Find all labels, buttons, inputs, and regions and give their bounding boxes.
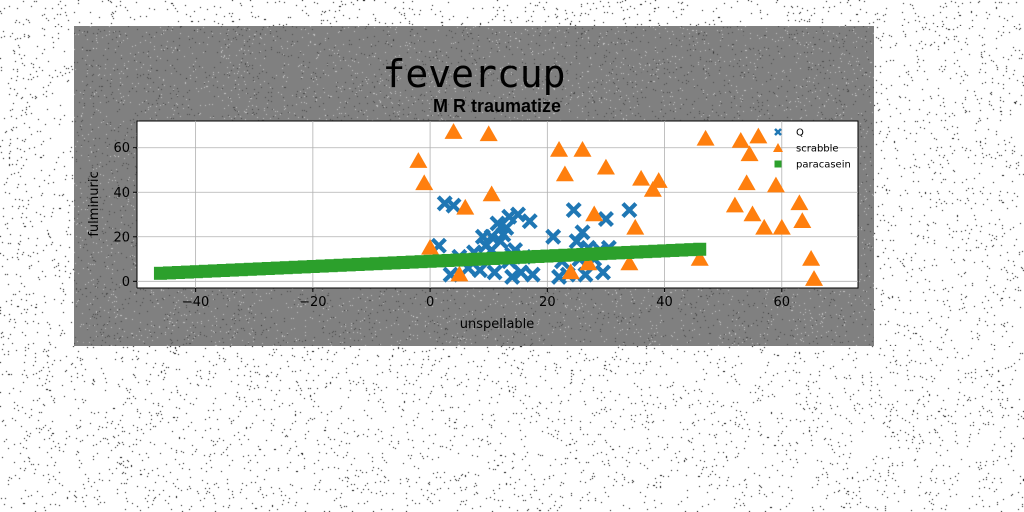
data-point-triangle	[444, 123, 463, 139]
chart-title: M R traumatize	[433, 96, 561, 116]
data-point-triangle	[585, 205, 604, 222]
data-point-triangle	[561, 263, 580, 280]
data-point-x	[471, 262, 488, 279]
data-point-x	[597, 210, 614, 227]
data-point-triangle	[649, 172, 668, 188]
data-point-triangle	[725, 196, 744, 213]
data-point-triangle	[579, 254, 598, 271]
data-point-x	[595, 264, 611, 281]
data-point-triangle	[740, 145, 759, 162]
data-point-triangle	[482, 185, 501, 202]
series-paracasein	[153, 242, 707, 280]
data-point-triangle	[421, 238, 440, 255]
data-point-triangle	[793, 212, 812, 228]
data-point-triangle	[620, 254, 639, 271]
y-axis: 0 20 40 60	[113, 141, 137, 290]
data-point-triangle	[749, 127, 768, 144]
data-point-x	[574, 224, 591, 241]
x-tick-label: 20	[539, 295, 556, 310]
data-marks	[153, 123, 824, 286]
data-point-x	[501, 208, 518, 225]
data-point-x	[568, 233, 585, 250]
legend-label: Q	[796, 128, 804, 139]
data-point-triangle	[690, 250, 709, 266]
data-point-x	[621, 202, 638, 219]
data-point-triangle	[626, 218, 645, 235]
data-point-triangle	[755, 218, 774, 235]
data-point-x	[512, 264, 529, 281]
data-point-x	[521, 213, 538, 230]
data-point-triangle	[802, 250, 821, 266]
legend-label: scrabble	[796, 144, 839, 155]
data-point-triangle	[450, 265, 469, 282]
scatter-chart: M R traumatize −40 −20 0 20 40 60 0 20 40 60 Qsc…	[87, 96, 859, 332]
data-point-triangle	[596, 158, 615, 175]
data-point-triangle	[632, 169, 651, 186]
data-point-x	[483, 228, 500, 245]
data-point-x	[445, 197, 462, 214]
figure-panel: fevercup M R traumatize −40 −20 0 20 40 60 0 2…	[74, 26, 874, 346]
x-tick-label: 0	[426, 295, 434, 310]
data-point-x	[565, 202, 582, 219]
data-point-triangle	[737, 174, 756, 191]
data-point-x	[504, 268, 521, 285]
data-point-triangle	[573, 140, 592, 157]
data-point-triangle	[731, 132, 750, 148]
y-tick-label: 40	[113, 186, 130, 201]
data-point-triangle	[805, 270, 824, 286]
legend-marker-triangle	[773, 143, 783, 152]
data-point-triangle	[550, 140, 569, 157]
data-point-triangle	[743, 205, 762, 222]
data-point-triangle	[409, 152, 428, 168]
data-point-x	[486, 264, 503, 281]
data-point-x	[524, 266, 541, 283]
y-tick-label: 0	[122, 275, 130, 290]
data-point-triangle	[772, 218, 791, 235]
figure-title: fevercup	[382, 52, 566, 96]
x-tick-label: −20	[299, 295, 326, 310]
data-point-triangle	[479, 125, 498, 142]
x-tick-label: −40	[182, 295, 209, 310]
data-point-triangle	[766, 176, 785, 193]
data-point-triangle	[555, 165, 574, 182]
x-axis-label: unspellable	[460, 317, 535, 332]
data-point-x	[498, 219, 515, 236]
data-point-triangle	[696, 129, 715, 146]
x-axis: −40 −20 0 20 40 60	[182, 288, 790, 310]
data-point-square	[693, 242, 707, 256]
data-point-x	[577, 266, 594, 283]
x-tick-label: 60	[774, 295, 791, 310]
data-point-x	[545, 228, 562, 245]
legend-marker-x	[774, 128, 782, 136]
y-tick-label: 60	[113, 141, 130, 156]
data-point-triangle	[415, 174, 434, 191]
x-tick-label: 40	[656, 295, 673, 310]
series-scrabble	[409, 123, 824, 286]
y-tick-label: 20	[113, 230, 130, 245]
data-point-triangle	[643, 181, 662, 197]
legend-marker-square	[774, 160, 782, 168]
y-axis-label: fulminuric	[87, 171, 102, 236]
data-point-triangle	[790, 194, 809, 211]
data-point-x	[489, 215, 506, 232]
data-point-triangle	[456, 198, 475, 215]
legend-label: paracasein	[796, 160, 851, 171]
